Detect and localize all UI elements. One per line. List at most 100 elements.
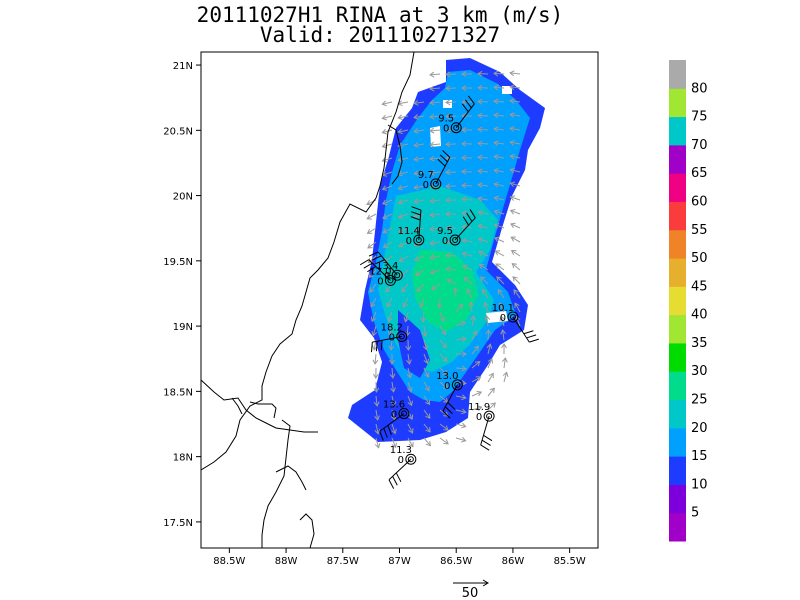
wind-arrowhead (461, 408, 467, 415)
wind-arrowhead (488, 372, 494, 379)
wind-arrowhead (416, 286, 422, 293)
wind-arrow (382, 227, 393, 234)
wind-arrowhead (413, 114, 419, 120)
wind-arrowhead (429, 71, 435, 78)
station-code-label: 0 (444, 381, 450, 392)
wind-arrowhead (511, 263, 518, 269)
coastline-segment (201, 379, 318, 433)
wind-arrowhead (478, 264, 485, 270)
wind-arrow (510, 113, 521, 117)
wind-arrow (414, 199, 425, 203)
wind-arrowhead (383, 257, 389, 263)
wind-arrowhead (501, 357, 508, 363)
wind-arrow (482, 289, 489, 299)
wind-arrowhead (461, 251, 468, 258)
station-circle-outer (398, 408, 410, 420)
wind-arrowhead (369, 287, 375, 293)
wind-arrow (471, 316, 475, 327)
wind-arrow (487, 329, 490, 341)
wind-arrow (484, 302, 489, 313)
wind-arrowhead (429, 141, 435, 148)
wind-arrowhead (424, 399, 430, 406)
observation-station: 11.40 (398, 206, 425, 247)
wind-arrowhead (509, 209, 516, 215)
wind-arrowhead (493, 112, 499, 119)
wind-arrowhead (408, 428, 414, 434)
observation-station: 9.50 (437, 209, 476, 247)
wind-arrowhead (480, 276, 486, 282)
wind-arrow (494, 183, 505, 187)
wind-arrow (494, 114, 505, 117)
wind-arrow (372, 325, 377, 336)
wind-arrow (375, 381, 378, 393)
wind-arrowhead (493, 154, 499, 160)
wind-arrow (454, 287, 457, 299)
wind-arrowhead (498, 302, 504, 308)
wind-arrowhead (402, 302, 408, 308)
wind-arrow (383, 241, 393, 248)
wind-arrow (455, 321, 466, 327)
wind-arrow (471, 391, 482, 397)
barb-flag (368, 251, 379, 257)
wind-arrow (511, 263, 521, 271)
wind-arrow (382, 129, 393, 134)
wind-arrow (466, 288, 473, 299)
wind-arrowhead (512, 276, 518, 282)
wind-arrow (455, 304, 463, 313)
wind-arrowhead (420, 317, 427, 323)
wind-arrowhead (509, 195, 516, 201)
wind-arrowhead (381, 157, 388, 163)
barb-flag (375, 259, 385, 265)
barb-flag (375, 341, 378, 352)
wind-arrowhead (429, 127, 435, 134)
wind-arrowhead (493, 126, 499, 133)
wind-arrow (389, 325, 393, 336)
station-code-label: 0 (500, 313, 506, 324)
station-circle-inner (453, 124, 460, 131)
wind-arrowhead (482, 288, 488, 295)
wind-arrow (430, 143, 441, 146)
wind-arrow (375, 395, 378, 406)
wind-arrowhead (423, 358, 430, 365)
wind-arrowhead (421, 331, 428, 337)
colorbar-label: 5 (691, 506, 699, 521)
wind-arrow (496, 276, 505, 285)
wind-arrowhead (371, 330, 378, 337)
reference-vector: 50 (453, 579, 489, 600)
station-speed-label: 13.6 (383, 400, 405, 411)
wind-arrow (503, 358, 506, 369)
wind-arrow (493, 100, 505, 103)
wind-arrow (510, 223, 521, 229)
station-circle-outer (396, 331, 408, 343)
station-circle-outer (449, 234, 461, 246)
wind-arrowhead (485, 329, 492, 335)
wind-arrow (478, 224, 489, 229)
wind-arrow (477, 142, 489, 145)
wind-arrow (494, 169, 505, 173)
wind-arrowhead (367, 243, 373, 249)
wind-arrowhead (386, 302, 392, 308)
barb-flag (461, 103, 469, 113)
wind-arrow (391, 409, 396, 420)
observation-station: 9.50 (438, 95, 475, 135)
wind-arrowhead (461, 85, 467, 91)
colorbar-swatch (669, 371, 686, 401)
wind-arrow (414, 143, 425, 147)
wind-arrowhead (461, 336, 467, 343)
wind-arrowhead (477, 70, 483, 77)
station-circle-outer (384, 274, 396, 286)
wind-arrowhead (439, 316, 446, 323)
station-circle-inner (486, 413, 493, 420)
wind-arrowhead (387, 316, 393, 323)
wind-arrow (486, 316, 489, 327)
wind-arrowhead (477, 112, 483, 119)
axis-ticks: 88.5W 88W 87.5W 87W 86.5W 86W 85.5W 17.5N 18N 18.… (163, 61, 586, 567)
wind-arrowhead (373, 387, 380, 393)
wind-arrowhead (429, 268, 436, 275)
colorbar-label: 70 (691, 138, 708, 153)
barb-flag (466, 212, 473, 222)
y-tick-label: 19.5N (163, 257, 193, 268)
wind-arrowhead (445, 252, 451, 259)
wind-arrowhead (382, 213, 388, 220)
wind-arrow (374, 353, 377, 365)
